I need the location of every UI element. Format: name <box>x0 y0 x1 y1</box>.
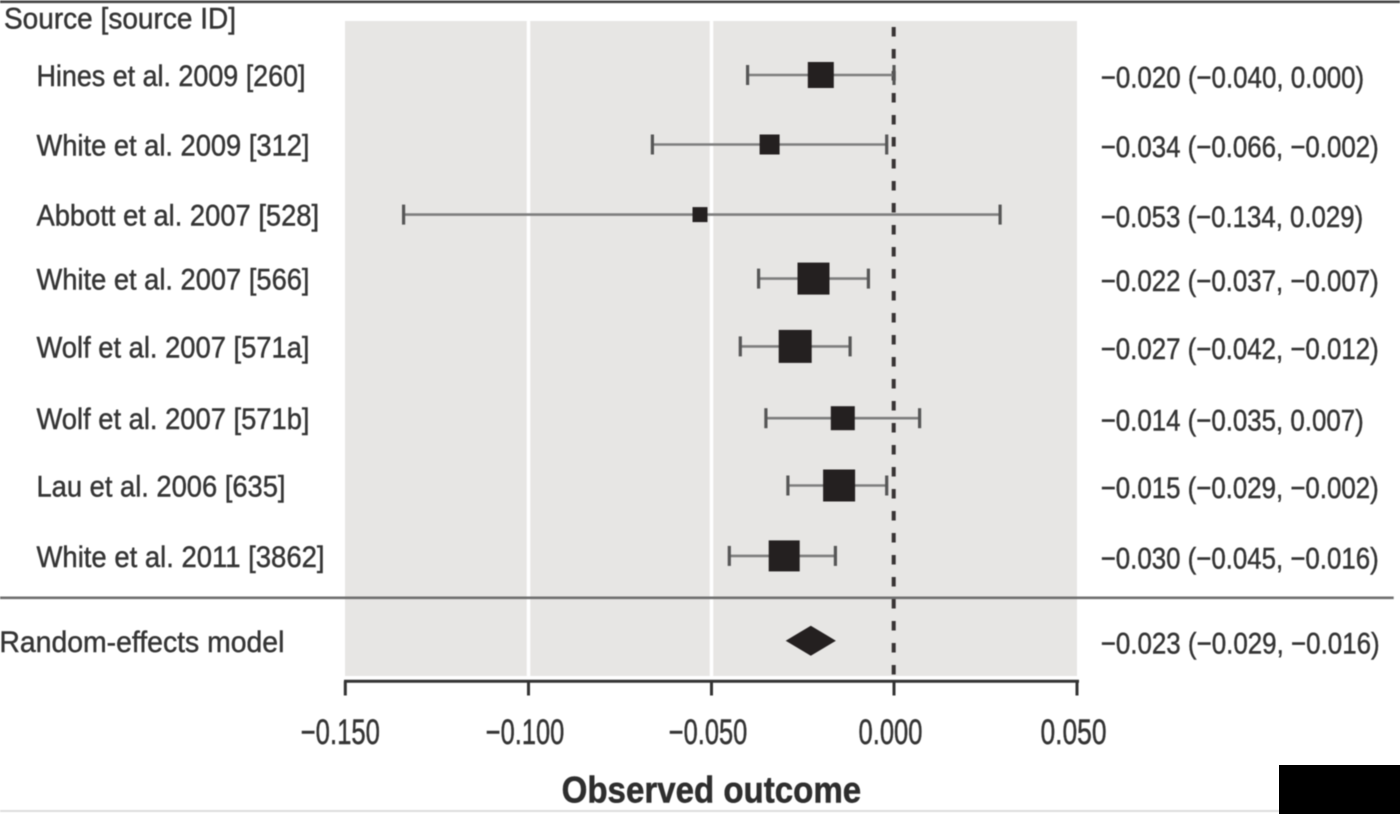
svg-text:Lau et al. 2006 [635]: Lau et al. 2006 [635] <box>37 471 286 504</box>
svg-text:−0.100: −0.100 <box>486 713 564 752</box>
svg-text:−0.022 (−0.037, −0.007): −0.022 (−0.037, −0.007) <box>1101 265 1379 298</box>
svg-text:−0.015 (−0.029, −0.002): −0.015 (−0.029, −0.002) <box>1101 472 1379 505</box>
svg-text:−0.027 (−0.042, −0.012): −0.027 (−0.042, −0.012) <box>1101 333 1379 366</box>
svg-text:White et al. 2009 [312]: White et al. 2009 [312] <box>37 130 310 163</box>
svg-text:White et al. 2011 [3862]: White et al. 2011 [3862] <box>37 541 325 574</box>
svg-text:Observed outcome: Observed outcome <box>562 770 862 811</box>
svg-text:0.000: 0.000 <box>859 713 923 752</box>
svg-text:−0.030 (−0.045, −0.016): −0.030 (−0.045, −0.016) <box>1101 542 1379 575</box>
svg-text:Wolf et al. 2007 [571a]: Wolf et al. 2007 [571a] <box>37 331 310 364</box>
svg-text:−0.053 (−0.134, 0.029): −0.053 (−0.134, 0.029) <box>1101 201 1364 234</box>
svg-text:0.050: 0.050 <box>1041 713 1107 752</box>
svg-text:Abbott et al. 2007 [528]: Abbott et al. 2007 [528] <box>37 200 320 233</box>
svg-text:Hines et al. 2009 [260]: Hines et al. 2009 [260] <box>37 60 306 93</box>
svg-text:−0.034 (−0.066, −0.002): −0.034 (−0.066, −0.002) <box>1101 131 1379 164</box>
svg-text:−0.014 (−0.035, 0.007): −0.014 (−0.035, 0.007) <box>1101 405 1364 438</box>
svg-text:White et al. 2007 [566]: White et al. 2007 [566] <box>37 264 310 297</box>
svg-text:−0.150: −0.150 <box>301 713 380 752</box>
svg-text:Source [source ID]: Source [source ID] <box>4 3 236 36</box>
svg-text:−0.020 (−0.040, 0.000): −0.020 (−0.040, 0.000) <box>1101 62 1365 95</box>
svg-text:Wolf et al. 2007 [571b]: Wolf et al. 2007 [571b] <box>37 403 310 436</box>
svg-text:Random-effects model: Random-effects model <box>0 626 284 659</box>
svg-text:−0.050: −0.050 <box>669 713 747 752</box>
svg-text:−0.023 (−0.029, −0.016): −0.023 (−0.029, −0.016) <box>1101 627 1380 660</box>
